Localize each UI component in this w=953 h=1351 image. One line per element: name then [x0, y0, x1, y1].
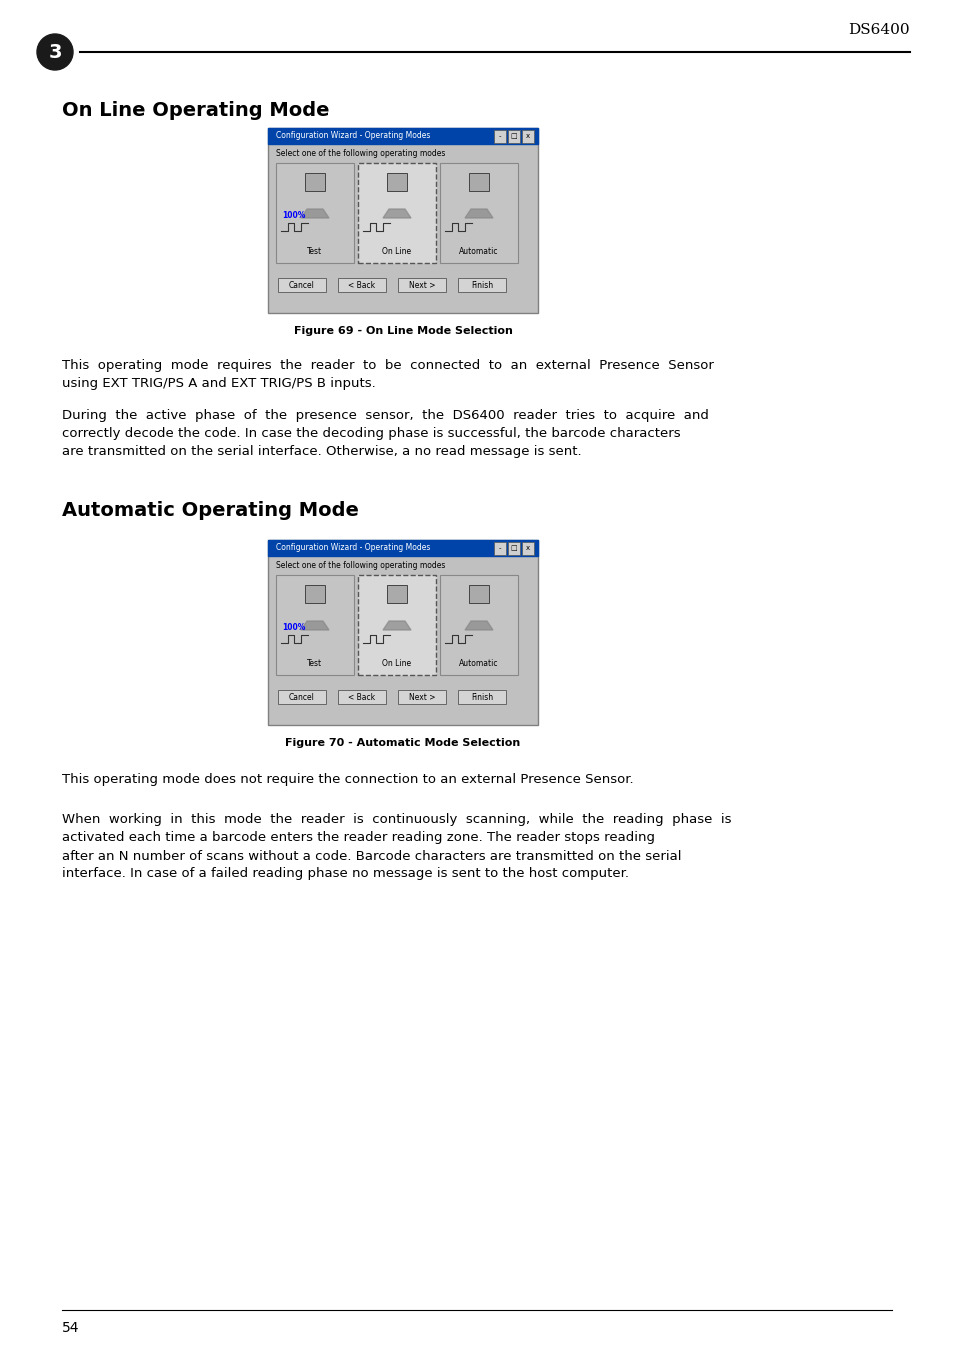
Polygon shape — [464, 209, 493, 218]
Polygon shape — [301, 209, 329, 218]
FancyBboxPatch shape — [275, 163, 354, 263]
Circle shape — [37, 34, 73, 70]
Text: 100%: 100% — [282, 623, 305, 631]
Text: During  the  active  phase  of  the  presence  sensor,  the  DS6400  reader  tri: During the active phase of the presence … — [62, 408, 708, 422]
Bar — [494, 130, 505, 143]
Text: Figure 70 - Automatic Mode Selection: Figure 70 - Automatic Mode Selection — [285, 738, 520, 748]
Bar — [337, 690, 386, 704]
Text: < Back: < Back — [348, 281, 375, 289]
Text: 54: 54 — [62, 1321, 79, 1335]
Text: x: x — [525, 134, 530, 139]
Text: Next >: Next > — [408, 281, 435, 289]
Text: Select one of the following operating modes: Select one of the following operating mo… — [275, 150, 445, 158]
Text: Cancel: Cancel — [289, 281, 314, 289]
Text: □: □ — [510, 546, 517, 551]
Bar — [507, 542, 519, 555]
Text: Cancel: Cancel — [289, 693, 314, 701]
Text: Automatic: Automatic — [458, 246, 498, 255]
Polygon shape — [382, 621, 411, 630]
Polygon shape — [464, 621, 493, 630]
FancyBboxPatch shape — [275, 576, 354, 676]
Polygon shape — [301, 621, 329, 630]
Text: Test: Test — [307, 246, 322, 255]
Text: Configuration Wizard - Operating Modes: Configuration Wizard - Operating Modes — [275, 131, 430, 141]
Text: This operating mode does not require the connection to an external Presence Sens: This operating mode does not require the… — [62, 774, 633, 786]
Text: 3: 3 — [49, 42, 62, 62]
Text: Configuration Wizard - Operating Modes: Configuration Wizard - Operating Modes — [275, 543, 430, 553]
Text: Figure 69 - On Line Mode Selection: Figure 69 - On Line Mode Selection — [294, 326, 512, 336]
FancyBboxPatch shape — [268, 540, 537, 725]
FancyBboxPatch shape — [268, 128, 537, 313]
Text: are transmitted on the serial interface. Otherwise, a no read message is sent.: are transmitted on the serial interface.… — [62, 444, 581, 458]
Bar — [268, 128, 537, 145]
FancyBboxPatch shape — [357, 163, 436, 263]
Bar — [337, 278, 386, 292]
Text: Next >: Next > — [408, 693, 435, 701]
Text: x: x — [525, 546, 530, 551]
Bar — [521, 130, 534, 143]
Text: DS6400: DS6400 — [847, 23, 909, 36]
Text: < Back: < Back — [348, 693, 375, 701]
Text: after an N number of scans without a code. Barcode characters are transmitted on: after an N number of scans without a cod… — [62, 850, 680, 862]
Text: □: □ — [510, 134, 517, 139]
Bar — [397, 278, 446, 292]
Text: -: - — [498, 134, 500, 139]
Bar — [387, 585, 407, 603]
Text: This  operating  mode  requires  the  reader  to  be  connected  to  an  externa: This operating mode requires the reader … — [62, 358, 713, 372]
Text: When  working  in  this  mode  the  reader  is  continuously  scanning,  while  : When working in this mode the reader is … — [62, 813, 731, 827]
Bar — [397, 690, 446, 704]
Bar — [305, 585, 325, 603]
Polygon shape — [382, 209, 411, 218]
Text: correctly decode the code. In case the decoding phase is successful, the barcode: correctly decode the code. In case the d… — [62, 427, 679, 439]
Text: 100%: 100% — [282, 211, 305, 219]
Bar — [469, 173, 489, 190]
Bar — [268, 540, 537, 557]
Text: On Line: On Line — [382, 246, 411, 255]
Bar — [521, 542, 534, 555]
Bar — [469, 585, 489, 603]
Text: Test: Test — [307, 658, 322, 667]
Text: interface. In case of a failed reading phase no message is sent to the host comp: interface. In case of a failed reading p… — [62, 867, 628, 881]
FancyBboxPatch shape — [439, 163, 517, 263]
Bar — [277, 690, 326, 704]
Bar — [494, 542, 505, 555]
Text: Automatic: Automatic — [458, 658, 498, 667]
Bar — [387, 173, 407, 190]
Bar — [457, 690, 505, 704]
Text: activated each time a barcode enters the reader reading zone. The reader stops r: activated each time a barcode enters the… — [62, 831, 655, 844]
Bar — [305, 173, 325, 190]
FancyBboxPatch shape — [439, 576, 517, 676]
Text: On Line Operating Mode: On Line Operating Mode — [62, 100, 329, 119]
Bar — [277, 278, 326, 292]
Text: Finish: Finish — [471, 693, 493, 701]
Bar — [457, 278, 505, 292]
Text: Finish: Finish — [471, 281, 493, 289]
Text: -: - — [498, 546, 500, 551]
FancyBboxPatch shape — [357, 576, 436, 676]
Text: Automatic Operating Mode: Automatic Operating Mode — [62, 500, 358, 520]
Bar — [507, 130, 519, 143]
Text: On Line: On Line — [382, 658, 411, 667]
Text: Select one of the following operating modes: Select one of the following operating mo… — [275, 562, 445, 570]
Text: using EXT TRIG/PS A and EXT TRIG/PS B inputs.: using EXT TRIG/PS A and EXT TRIG/PS B in… — [62, 377, 375, 389]
